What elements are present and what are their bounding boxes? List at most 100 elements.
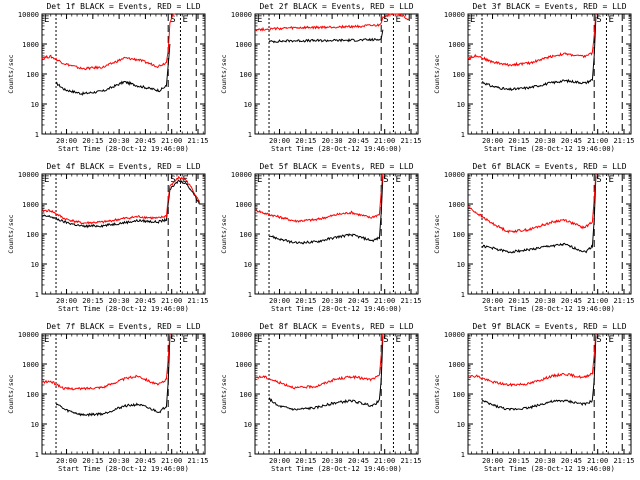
y-tick-label: 10 (31, 261, 39, 269)
x-tick-label: 20:45 (561, 457, 582, 465)
x-tick-label: 20:45 (348, 137, 369, 145)
marker-letter: E (257, 335, 262, 345)
y-tick-label: 10000 (18, 331, 39, 339)
y-tick-label: 1 (35, 451, 39, 459)
panel-9: Det 9f BLACK = Events, RED = LLD 1 10 100 10… (433, 322, 635, 473)
y-axis-label: Counts/sec (7, 214, 15, 253)
y-tick-label: 1 (248, 131, 252, 139)
x-tick-label: 20:45 (135, 457, 156, 465)
marker-letter: E (470, 15, 475, 25)
y-tick-label: 10000 (231, 171, 252, 179)
x-tick-label: 20:15 (295, 457, 316, 465)
y-tick-label: 1 (35, 131, 39, 139)
x-axis-label: Start Time (28-Oct-12 19:46:00) (271, 465, 402, 473)
y-axis-label: Counts/sec (433, 54, 441, 93)
marker-letter: S (596, 15, 601, 25)
panel-title: Det 1f BLACK = Events, RED = LLD (46, 2, 200, 11)
y-tick-label: 1000 (448, 41, 465, 49)
y-tick-label: 100 (452, 231, 465, 239)
marker-letter: E (257, 175, 262, 185)
marker-letter: E (396, 15, 401, 25)
y-tick-label: 10 (244, 101, 252, 109)
y-tick-label: 1 (248, 291, 252, 299)
marker-letter: E (609, 175, 614, 185)
x-tick-label: 20:15 (82, 137, 103, 145)
panel-title: Det 2f BLACK = Events, RED = LLD (259, 2, 413, 11)
x-tick-label: 21:00 (161, 297, 182, 305)
x-tick-label: 20:00 (56, 457, 77, 465)
series-events-line (55, 43, 171, 96)
panel-1: Det 1f BLACK = Events, RED = LLD 1 10 100 10… (7, 2, 209, 153)
x-tick-label: 21:15 (613, 297, 634, 305)
x-tick-label: 21:15 (400, 137, 421, 145)
x-axis-label: Start Time (28-Oct-12 19:46:00) (58, 305, 189, 313)
y-tick-label: 1000 (22, 41, 39, 49)
marker-letter: E (44, 175, 49, 185)
x-tick-label: 20:45 (561, 137, 582, 145)
panel-title: Det 5f BLACK = Events, RED = LLD (259, 162, 413, 171)
y-tick-label: 10 (244, 261, 252, 269)
series-events-line (482, 16, 597, 91)
x-tick-label: 20:45 (561, 297, 582, 305)
marker-letter: E (396, 175, 401, 185)
x-tick-label: 21:00 (161, 457, 182, 465)
x-tick-label: 20:30 (322, 137, 343, 145)
x-tick-label: 20:30 (322, 297, 343, 305)
y-tick-label: 10 (31, 101, 39, 109)
y-tick-label: 100 (26, 231, 39, 239)
marker-letter: S (596, 175, 601, 185)
x-tick-label: 20:45 (135, 137, 156, 145)
x-axis-label: Start Time (28-Oct-12 19:46:00) (271, 145, 402, 153)
series-events-line (481, 175, 597, 254)
y-tick-label: 1000 (235, 41, 252, 49)
x-tick-label: 20:45 (348, 297, 369, 305)
y-tick-label: 100 (452, 391, 465, 399)
x-tick-label: 21:00 (587, 297, 608, 305)
x-tick-label: 21:00 (587, 137, 608, 145)
x-axis-label: Start Time (28-Oct-12 19:46:00) (271, 305, 402, 313)
x-tick-label: 20:00 (56, 297, 77, 305)
marker-letter: S (383, 335, 388, 345)
panel-8: Det 8f BLACK = Events, RED = LLD 1 10 100 10… (220, 322, 422, 473)
y-tick-label: 1 (35, 291, 39, 299)
x-tick-label: 20:30 (109, 457, 130, 465)
y-tick-label: 100 (239, 71, 252, 79)
x-tick-label: 20:15 (82, 297, 103, 305)
x-tick-label: 20:30 (322, 457, 343, 465)
x-tick-label: 21:15 (187, 457, 208, 465)
marker-letter: E (609, 15, 614, 25)
x-tick-label: 20:15 (508, 457, 529, 465)
series-events-line (41, 179, 201, 229)
series-lld-line (254, 333, 384, 390)
x-tick-label: 20:00 (482, 457, 503, 465)
x-tick-label: 20:00 (56, 137, 77, 145)
marker-letter: S (170, 335, 175, 345)
y-tick-label: 10000 (444, 331, 465, 339)
panel-title: Det 7f BLACK = Events, RED = LLD (46, 322, 200, 331)
y-tick-label: 1000 (235, 201, 252, 209)
panel-2: Det 2f BLACK = Events, RED = LLD 1 10 100 10… (220, 2, 422, 153)
y-tick-label: 100 (452, 71, 465, 79)
marker-letter: S (383, 15, 388, 25)
y-tick-label: 10 (457, 261, 465, 269)
x-tick-label: 21:00 (374, 297, 395, 305)
panel-7: Det 7f BLACK = Events, RED = LLD 1 10 100 10… (7, 322, 209, 473)
x-axis-label: Start Time (28-Oct-12 19:46:00) (484, 145, 615, 153)
y-tick-label: 10 (31, 421, 39, 429)
series-lld-line (254, 173, 384, 224)
marker-letter: E (609, 335, 614, 345)
y-tick-label: 10 (244, 421, 252, 429)
series-events-line (268, 175, 384, 245)
series-events-line (55, 335, 171, 417)
marker-letter: E (396, 335, 401, 345)
series-lld-line (467, 173, 597, 234)
y-tick-label: 1 (461, 451, 465, 459)
marker-letter: S (170, 175, 175, 185)
series-lld-line (41, 13, 176, 71)
x-tick-label: 20:15 (82, 457, 103, 465)
y-tick-label: 100 (239, 391, 252, 399)
x-axis-label: Start Time (28-Oct-12 19:46:00) (58, 145, 189, 153)
y-tick-label: 1 (248, 451, 252, 459)
y-tick-label: 1000 (448, 361, 465, 369)
y-tick-label: 1 (461, 131, 465, 139)
